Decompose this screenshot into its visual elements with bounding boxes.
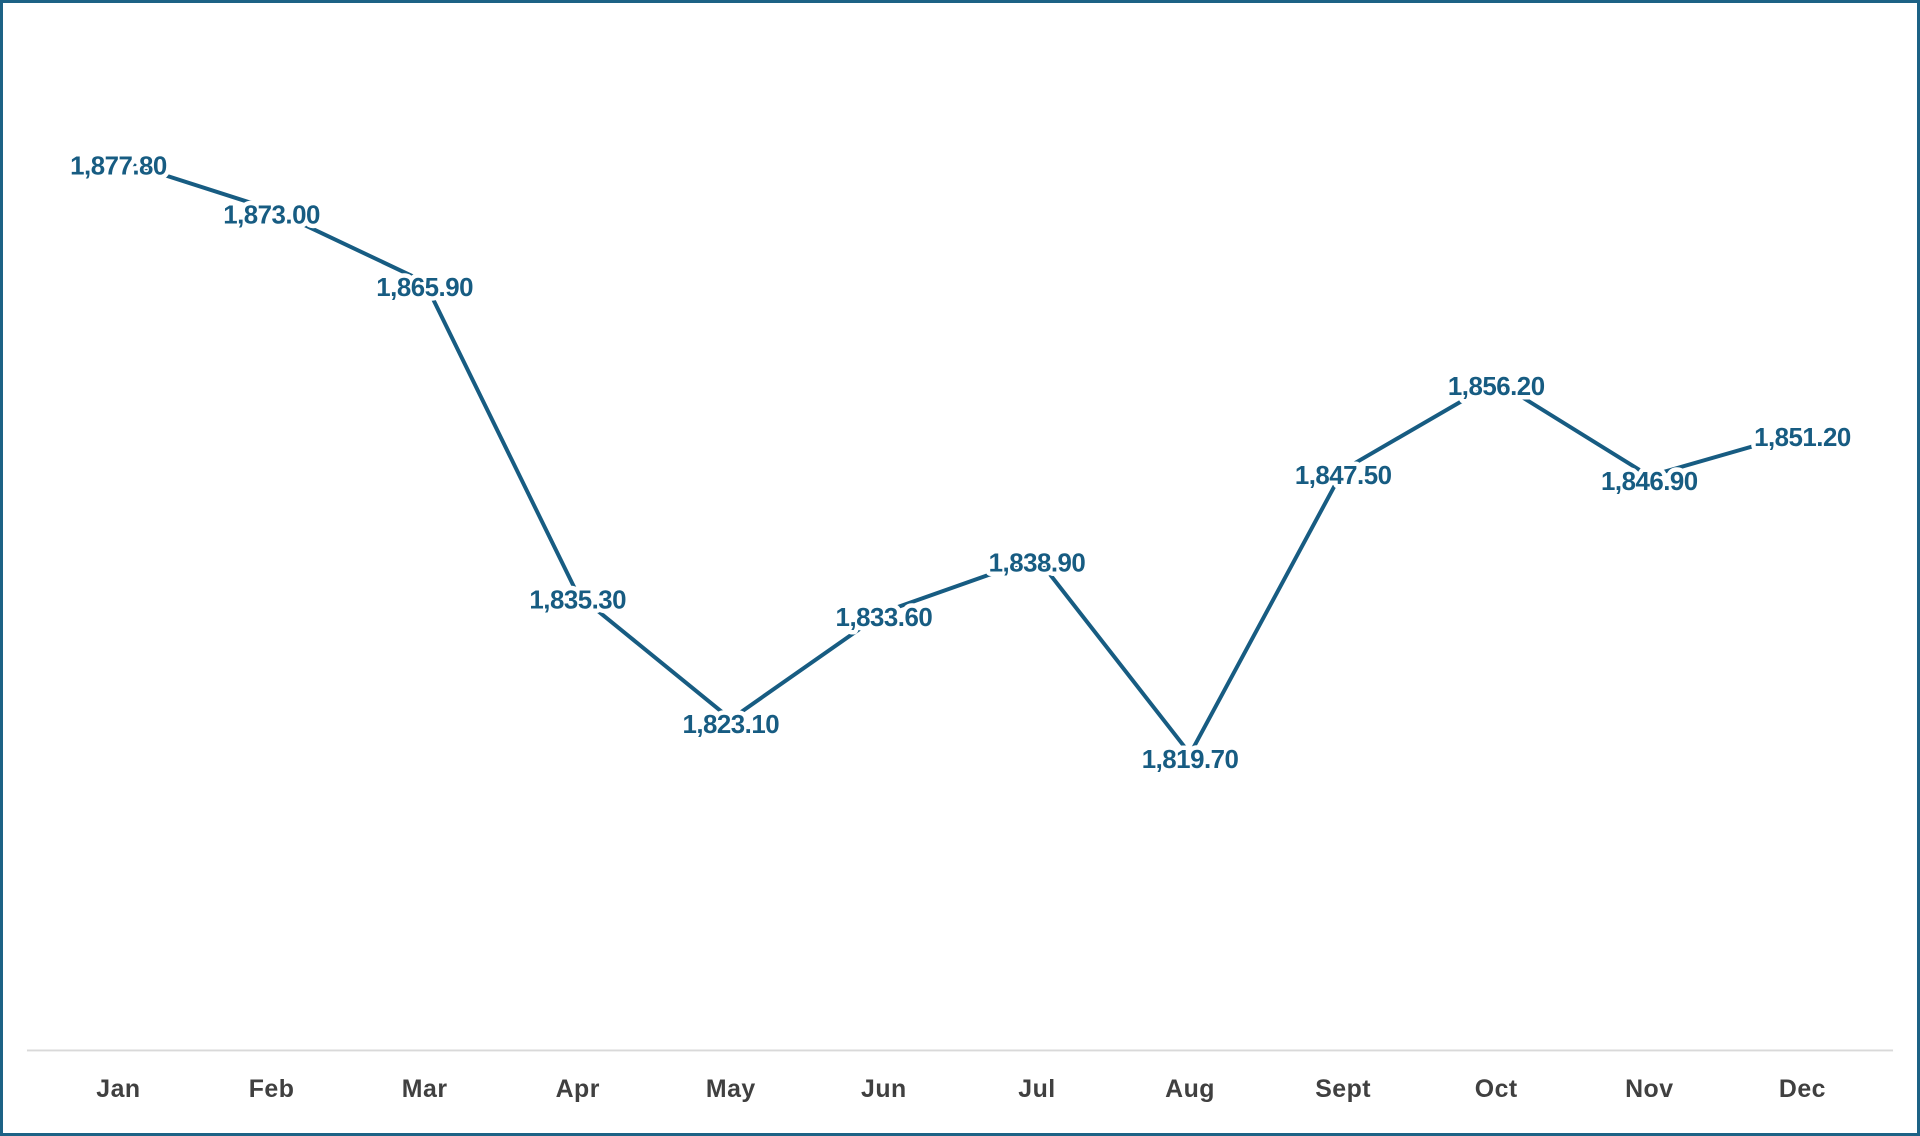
data-label: 1,856.20 xyxy=(1448,373,1545,401)
x-axis-label: Sept xyxy=(1315,1075,1371,1103)
data-label: 1,873.00 xyxy=(223,201,320,229)
data-label: 1,865.90 xyxy=(376,274,473,302)
x-axis-label: Aug xyxy=(1165,1075,1215,1103)
data-label: 1,847.50 xyxy=(1295,462,1392,490)
line-series xyxy=(116,158,1805,756)
data-label: 1,851.20 xyxy=(1754,424,1851,452)
x-axis-label: Feb xyxy=(249,1075,295,1103)
x-axis-label: Apr xyxy=(556,1075,600,1103)
x-axis-label: Dec xyxy=(1779,1075,1826,1103)
data-label: 1,823.10 xyxy=(682,711,779,739)
x-axis-label: May xyxy=(706,1075,756,1103)
data-label: 1,838.90 xyxy=(989,550,1086,578)
line-chart: 1,877.80 1,873.00 1,865.90 1,835.30 1,823.10… xyxy=(26,148,1894,1103)
x-axis-label: Jan xyxy=(96,1075,140,1103)
data-label: 1,819.70 xyxy=(1142,746,1239,774)
x-axis-label: Mar xyxy=(402,1075,448,1103)
x-axis-label: Oct xyxy=(1475,1075,1518,1103)
data-label: 1,877.80 xyxy=(70,152,167,180)
x-axis-label: Jun xyxy=(861,1075,907,1103)
data-label: 1,835.30 xyxy=(529,586,626,614)
x-axis-label: Jul xyxy=(1018,1075,1055,1103)
x-axis-label: Nov xyxy=(1625,1075,1673,1103)
data-label: 1,833.60 xyxy=(836,604,933,632)
data-label: 1,846.90 xyxy=(1601,468,1698,496)
